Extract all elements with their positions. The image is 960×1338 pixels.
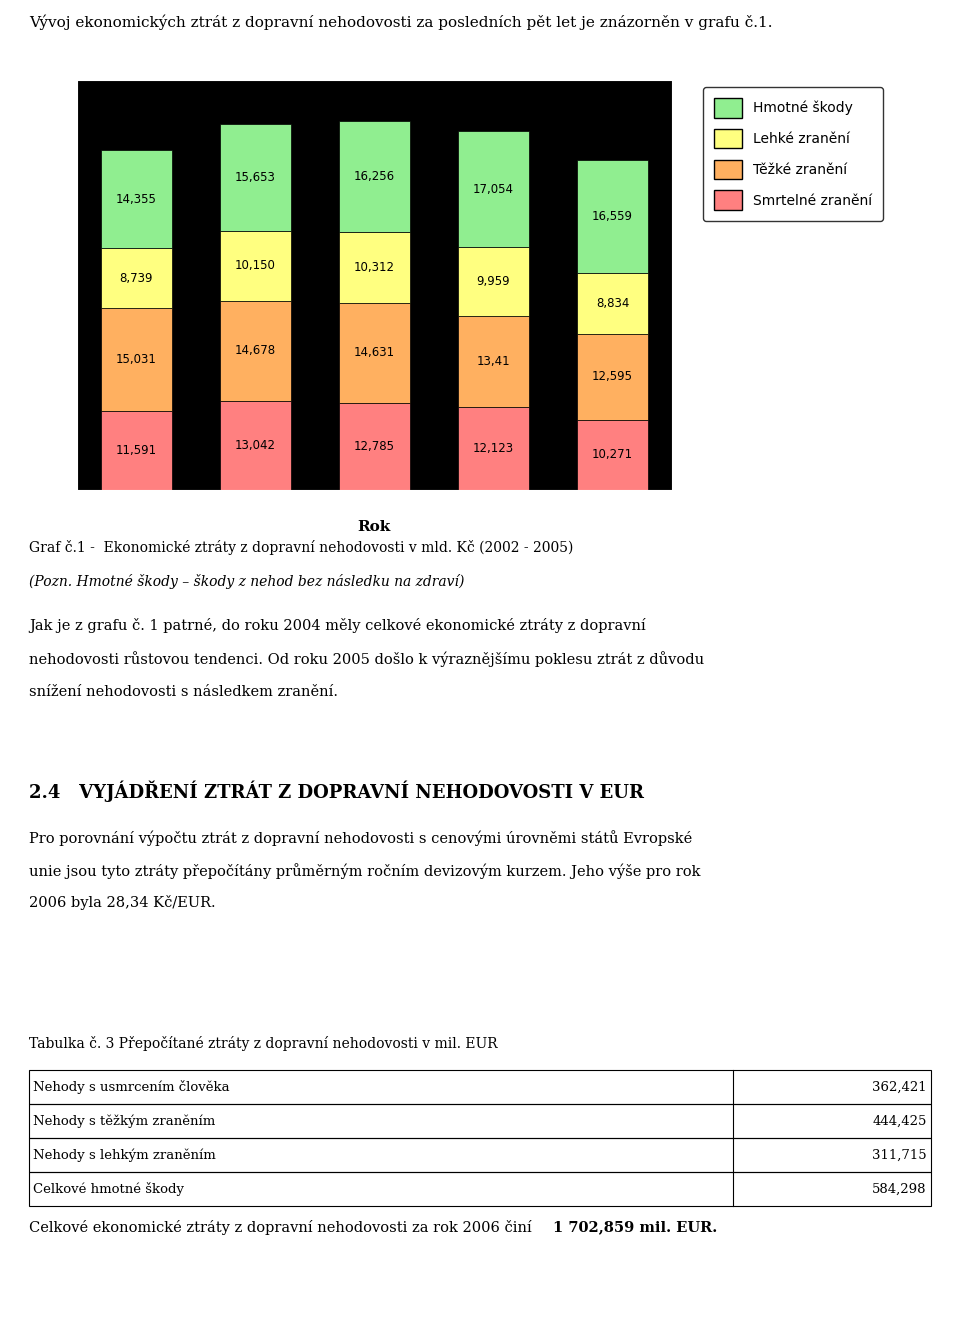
Text: 16,559: 16,559 <box>592 210 633 223</box>
Text: 1 702,859 mil. EUR.: 1 702,859 mil. EUR. <box>553 1220 717 1234</box>
Bar <box>458 131 529 248</box>
Bar <box>29 1172 931 1206</box>
Text: 12,785: 12,785 <box>354 440 395 452</box>
Text: 2006 byla 28,34 Kč/EUR.: 2006 byla 28,34 Kč/EUR. <box>29 895 215 910</box>
Bar <box>101 249 172 308</box>
Text: 362,421: 362,421 <box>872 1081 926 1093</box>
Bar <box>458 407 529 490</box>
Text: 10,312: 10,312 <box>354 261 395 274</box>
Bar <box>220 301 291 401</box>
Bar <box>101 411 172 490</box>
Text: Celkové hmotné škody: Celkové hmotné škody <box>34 1181 184 1196</box>
Text: 17,054: 17,054 <box>473 183 514 195</box>
Text: 584,298: 584,298 <box>873 1183 926 1195</box>
Bar <box>220 124 291 231</box>
Text: Graf č.1 -  Ekonomické ztráty z dopravní nehodovosti v mld. Kč (2002 - 2005): Graf č.1 - Ekonomické ztráty z dopravní … <box>29 541 573 555</box>
Text: Celkové ekonomické ztráty z dopravní nehodovosti za rok 2006 činí: Celkové ekonomické ztráty z dopravní neh… <box>29 1220 537 1235</box>
Text: 14,631: 14,631 <box>354 347 395 359</box>
Text: Nehody s těžkým zraněním: Nehody s těžkým zraněním <box>34 1115 216 1128</box>
Bar <box>458 316 529 407</box>
Text: Pro porovnání výpočtu ztrát z dopravní nehodovosti s cenovými úrovněmi států Evr: Pro porovnání výpočtu ztrát z dopravní n… <box>29 831 692 846</box>
Text: Jak je z grafu č. 1 patrné, do roku 2004 měly celkové ekonomické ztráty z doprav: Jak je z grafu č. 1 patrné, do roku 2004… <box>29 618 645 633</box>
Bar <box>577 161 648 273</box>
Text: Vývoj ekonomických ztrát z dopravní nehodovosti za posledních pět let je znázorn: Vývoj ekonomických ztrát z dopravní neho… <box>29 15 772 31</box>
Text: Tabulka č. 3 Přepočítané ztráty z dopravní nehodovosti v mil. EUR: Tabulka č. 3 Přepočítané ztráty z doprav… <box>29 1036 497 1052</box>
Text: 14,355: 14,355 <box>116 193 156 206</box>
Bar <box>101 150 172 249</box>
Bar <box>101 308 172 411</box>
Text: 12,595: 12,595 <box>592 371 633 383</box>
Text: 9,959: 9,959 <box>476 276 511 288</box>
Text: 14,678: 14,678 <box>235 344 276 357</box>
Text: 13,41: 13,41 <box>476 355 511 368</box>
Bar <box>577 420 648 490</box>
Text: 13,042: 13,042 <box>235 439 276 452</box>
Text: nehodovosti růstovou tendenci. Od roku 2005 došlo k výraznějšímu poklesu ztrát z: nehodovosti růstovou tendenci. Od roku 2… <box>29 652 704 668</box>
Text: Nehody s usmrcením člověka: Nehody s usmrcením člověka <box>34 1080 230 1094</box>
Text: 10,271: 10,271 <box>592 448 633 462</box>
Legend: Hmotné škody, Lehké zranění, Těžké zranění, Smrtelné zranění: Hmotné škody, Lehké zranění, Těžké zraně… <box>703 87 883 221</box>
Text: 10,150: 10,150 <box>235 260 276 273</box>
Bar <box>220 231 291 301</box>
Bar <box>339 233 410 302</box>
Bar <box>29 1104 931 1139</box>
Text: 11,591: 11,591 <box>116 444 156 456</box>
Bar <box>29 1139 931 1172</box>
Text: 2.4   VYJÁDŘENÍ ZTRÁT Z DOPRAVNÍ NEHODOVOSTI V EUR: 2.4 VYJÁDŘENÍ ZTRÁT Z DOPRAVNÍ NEHODOVOS… <box>29 780 644 801</box>
Text: (Pozn. Hmotné škody – škody z nehod bez následku na zdraví): (Pozn. Hmotné škody – škody z nehod bez … <box>29 574 465 589</box>
Text: unie jsou tyto ztráty přepočítány průměrným ročním devizovým kurzem. Jeho výše p: unie jsou tyto ztráty přepočítány průměr… <box>29 863 700 879</box>
Text: Nehody s lehkým zraněním: Nehody s lehkým zraněním <box>34 1148 216 1161</box>
Text: 16,256: 16,256 <box>354 170 395 183</box>
Text: snížení nehodovosti s následkem zranění.: snížení nehodovosti s následkem zranění. <box>29 685 338 700</box>
Bar <box>339 122 410 233</box>
Text: 15,653: 15,653 <box>235 171 276 185</box>
Bar <box>220 401 291 490</box>
Bar <box>577 333 648 420</box>
Text: 8,834: 8,834 <box>596 297 629 310</box>
Y-axis label: mld. Kč: mld. Kč <box>29 260 43 310</box>
Bar <box>577 273 648 333</box>
Bar <box>339 302 410 403</box>
Bar <box>29 1070 931 1104</box>
Bar <box>458 248 529 316</box>
Text: 8,739: 8,739 <box>120 272 153 285</box>
Text: 444,425: 444,425 <box>873 1115 926 1128</box>
Bar <box>339 403 410 490</box>
Text: 15,031: 15,031 <box>116 353 156 365</box>
Text: 12,123: 12,123 <box>473 442 514 455</box>
Text: 311,715: 311,715 <box>872 1148 926 1161</box>
Text: Rok: Rok <box>358 520 391 534</box>
